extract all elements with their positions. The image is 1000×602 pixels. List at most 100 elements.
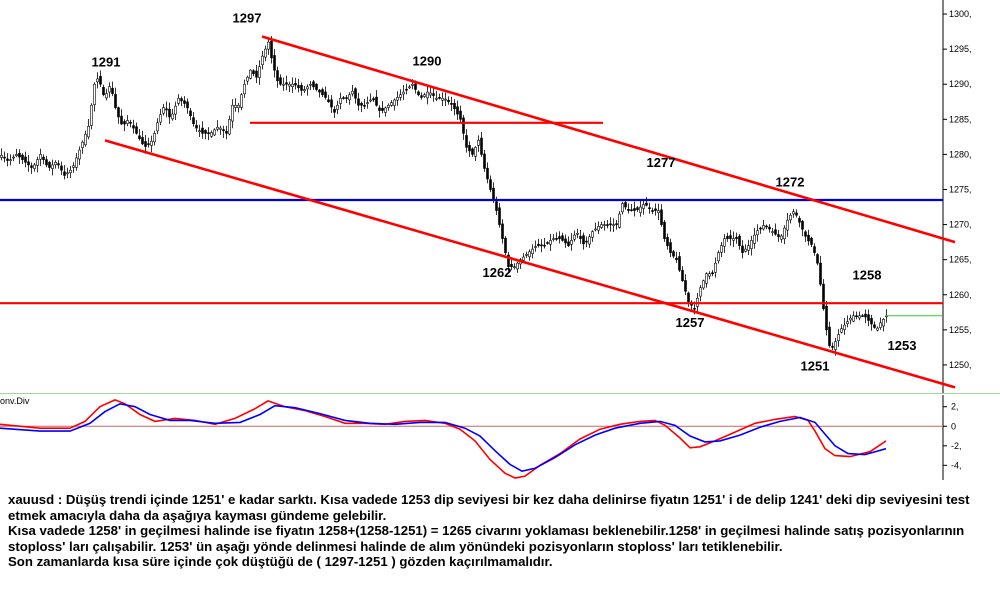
candle-body [789,214,792,221]
candle-body [603,224,606,226]
candle-body [534,246,537,248]
candle-body [864,313,867,318]
candle-body [549,240,552,245]
candle-body [372,98,375,101]
candle-body [858,315,861,319]
candle-body [36,159,39,166]
candle-body [477,140,480,146]
commentary-line-1: xauusd : Düşüş trendi içinde 1251' e kad… [8,492,970,523]
candle-body [27,161,30,166]
candle-body [687,292,690,303]
candle-body [438,97,441,99]
candle-body [627,208,630,211]
candle-body [258,66,261,78]
candle-body [231,104,234,122]
candle-body [645,202,648,206]
candle-body [870,318,873,325]
candle-body [177,97,180,104]
candle-body [651,210,654,212]
candle-body [60,165,63,171]
candle-body [834,341,837,350]
candle-body [447,99,450,103]
candle-body [123,121,126,125]
candle-body [810,237,813,245]
candle-body [816,254,819,264]
candle-body [804,231,807,237]
candle-body [753,234,756,244]
candle-body [189,110,192,117]
candle-body [90,104,93,126]
candle-body [255,70,258,78]
price-annotation: 1251 [801,359,830,374]
candle-body [462,117,465,134]
candle-body [240,94,243,108]
candle-body [681,270,684,282]
candle-body [399,94,402,98]
candle-body [459,110,462,120]
candle-body [846,321,849,324]
candle-body [402,91,405,95]
candle-body [192,117,195,124]
candle-body [837,334,840,341]
price-tick-label: 1260, [949,290,972,300]
candle-body [333,109,336,113]
candle-body [87,126,90,138]
candle-body [453,102,456,110]
candle-body [213,129,216,136]
candle-body [408,86,411,89]
candle-body [765,225,768,228]
price-annotation: 1291 [92,55,121,70]
trend-line [261,35,956,244]
candle-body [771,231,774,233]
candle-body [246,76,249,82]
candle-body [57,163,60,166]
candle-body [45,159,48,166]
candle-body [441,97,444,101]
indicator-series-line [0,402,887,473]
candle-body [729,235,732,239]
candle-body [879,322,882,328]
candle-body [396,97,399,101]
candle-body [558,236,561,239]
candle-body [795,212,798,216]
candle-body [642,204,645,209]
candle-body [456,106,459,115]
candle-body [279,77,282,85]
candle-body [159,114,162,123]
candle-body [774,229,777,235]
candle-body [654,208,657,211]
candle-body [480,137,483,155]
candle-body [582,235,585,245]
candle-body [672,251,675,257]
candle-body [849,317,852,321]
candle-body [216,126,219,130]
candle-body [840,328,843,333]
candle-body [21,154,24,160]
price-chart: 1250, 1255, 1260, 1265, 1270, 1275, 1280, 1285,… [0,0,1000,480]
candle-body [75,157,78,168]
candle-body [474,147,477,157]
candle-body [348,94,351,101]
candle-body [492,187,495,201]
price-annotation: 1262 [483,265,512,280]
candle-body [663,221,666,239]
candle-body [615,223,618,225]
candle-body [762,225,765,230]
candle-body [792,211,795,215]
candle-body [825,305,828,331]
candle-body [678,256,681,271]
candle-body [129,121,132,124]
indicator-panel: 2, 0 -2, -4, onv.Div [0,395,962,480]
candle-body [378,107,381,111]
candle-body [786,219,789,231]
candle-body [285,82,288,85]
candle-body [186,101,189,109]
candle-body [540,244,543,247]
candle-body [150,140,153,146]
candle-body [393,99,396,106]
price-annotation: 1272 [776,175,805,190]
candle-body [507,254,510,267]
candle-body [705,273,708,284]
candle-body [432,93,435,96]
candle-body [726,236,729,239]
